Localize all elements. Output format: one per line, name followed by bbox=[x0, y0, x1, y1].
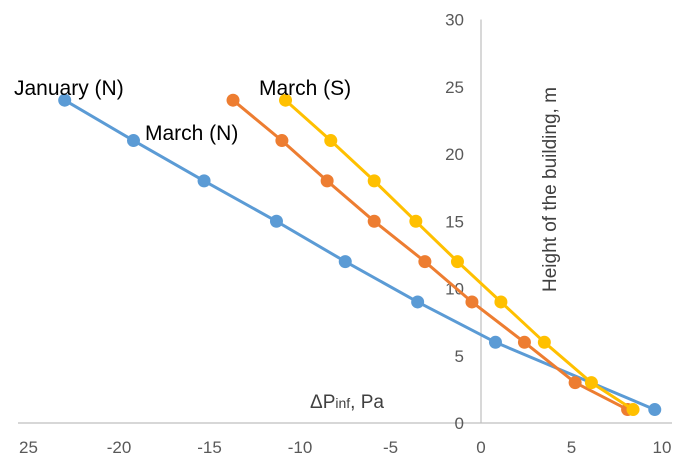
data-point bbox=[126, 134, 140, 148]
data-point bbox=[537, 335, 551, 349]
x-axis-title-unit: , Pa bbox=[350, 392, 384, 413]
series-label-march-s: March (S) bbox=[259, 77, 351, 100]
series-label-january-n: January (N) bbox=[14, 77, 124, 100]
x-tick-label: -10 bbox=[288, 438, 313, 457]
y-tick-label: 25 bbox=[445, 78, 464, 97]
data-point bbox=[279, 93, 293, 107]
data-point bbox=[450, 255, 464, 269]
data-point bbox=[411, 295, 425, 309]
series-label-march-n: March (N) bbox=[145, 122, 238, 145]
y-tick-label: 5 bbox=[455, 347, 464, 366]
x-tick-label: 0 bbox=[476, 438, 485, 457]
axes bbox=[18, 19, 672, 424]
data-point bbox=[517, 335, 531, 349]
x-tick-label: 10 bbox=[653, 438, 672, 457]
data-point bbox=[584, 376, 598, 390]
x-axis-title-main: ΔP bbox=[310, 392, 335, 413]
series-line bbox=[63, 98, 657, 412]
series-0 bbox=[58, 93, 662, 417]
y-tick-label: 0 bbox=[455, 414, 464, 433]
data-point bbox=[58, 93, 72, 107]
data-point bbox=[494, 295, 508, 309]
x-tick-label: 25 bbox=[19, 438, 38, 457]
x-tick-label: -15 bbox=[197, 438, 222, 457]
data-point bbox=[626, 403, 640, 417]
x-tick-label: 5 bbox=[567, 438, 576, 457]
y-tick-label: 30 bbox=[445, 11, 464, 30]
series-1 bbox=[226, 93, 635, 417]
y-tick-label: 15 bbox=[445, 212, 464, 231]
data-point bbox=[226, 93, 240, 107]
data-point bbox=[409, 214, 423, 228]
data-point bbox=[568, 376, 582, 390]
series-2 bbox=[279, 93, 640, 417]
x-axis-title-sub: inf bbox=[335, 395, 350, 411]
x-tick-labels: 25 -20 -15 -10 -5 0 5 10 bbox=[19, 438, 671, 457]
data-point bbox=[275, 134, 289, 148]
y-axis-title: Height of the building, m bbox=[540, 87, 561, 292]
data-point bbox=[367, 174, 381, 188]
x-tick-label: -5 bbox=[383, 438, 398, 457]
data-point bbox=[197, 174, 211, 188]
y-tick-label: 20 bbox=[445, 145, 464, 164]
data-point bbox=[418, 255, 432, 269]
data-point bbox=[324, 134, 338, 148]
x-tick-label: -20 bbox=[107, 438, 132, 457]
data-point bbox=[648, 403, 662, 417]
x-axis-title: ΔPinf, Pa bbox=[310, 392, 384, 413]
data-point bbox=[320, 174, 334, 188]
data-point bbox=[338, 255, 352, 269]
series-labels: January (N) March (N) March (S) bbox=[14, 77, 351, 145]
data-point bbox=[465, 295, 479, 309]
data-point bbox=[488, 335, 502, 349]
series-layer bbox=[58, 93, 662, 417]
data-point bbox=[269, 214, 283, 228]
data-point bbox=[367, 214, 381, 228]
